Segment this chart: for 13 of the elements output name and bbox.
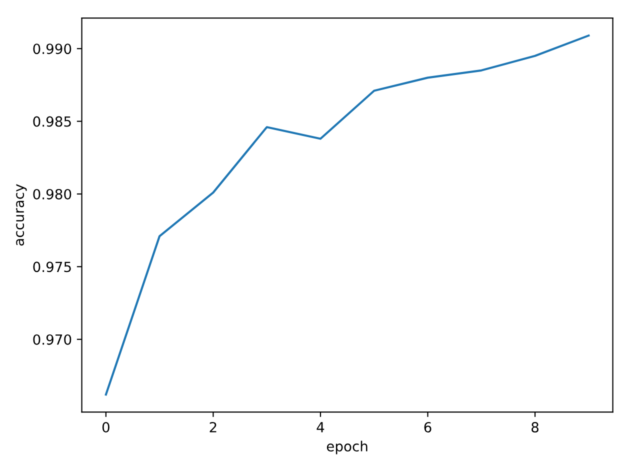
y-axis-title: accuracy: [16, 184, 27, 246]
y-tick-label: 0.975: [33, 262, 71, 272]
y-tick-label: 0.985: [33, 116, 71, 127]
x-tick-label: 8: [532, 422, 538, 433]
y-tick-label: 0.990: [33, 44, 72, 54]
x-tick-label: 4: [316, 422, 324, 432]
line-series: [104, 34, 590, 396]
x-tick-label: 6: [424, 422, 432, 433]
x-tick-label: 0: [102, 422, 110, 433]
y-tick-label: 0.980: [33, 188, 72, 200]
x-axis-title: epoch: [326, 440, 368, 454]
y-tick-label: 0.970: [33, 334, 72, 345]
x-tick-label: 2: [210, 422, 216, 432]
